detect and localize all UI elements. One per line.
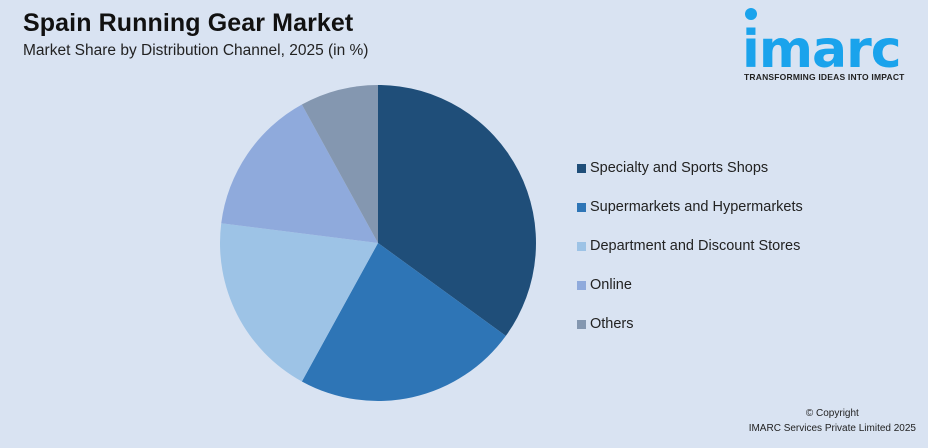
pie-slice <box>301 85 378 243</box>
logo-dot <box>745 8 757 20</box>
legend-label: Supermarkets and Hypermarkets <box>590 199 803 215</box>
legend-swatch <box>577 280 586 290</box>
chart-legend: Specialty and Sports Shops Supermarkets … <box>577 158 803 353</box>
legend-swatch <box>577 319 586 329</box>
logo-tagline: TRANSFORMING IDEAS INTO IMPACT <box>744 72 905 82</box>
pie-slice <box>220 223 378 382</box>
legend-item: Specialty and Sports Shops <box>577 158 803 178</box>
legend-item: Supermarkets and Hypermarkets <box>577 197 803 217</box>
imarc-logo: imarc TRANSFORMING IDEAS INTO IMPACT <box>742 6 922 86</box>
legend-swatch <box>577 163 586 173</box>
legend-label: Online <box>590 277 632 293</box>
copyright-notice: © Copyright IMARC Services Private Limit… <box>749 406 916 436</box>
chart-subtitle: Market Share by Distribution Channel, 20… <box>23 42 369 59</box>
legend-label: Specialty and Sports Shops <box>590 160 769 176</box>
legend-label: Others <box>590 316 634 332</box>
pie-slice <box>301 243 506 401</box>
chart-title: Spain Running Gear Market <box>23 9 354 37</box>
legend-item: Department and Discount Stores <box>577 236 803 256</box>
legend-item: Online <box>577 275 803 295</box>
legend-swatch <box>577 202 586 212</box>
pie-slice <box>378 85 536 336</box>
copyright-line: © Copyright <box>805 408 859 419</box>
copyright-owner: IMARC Services Private Limited 2025 <box>748 423 916 434</box>
logo-wordmark: imarc <box>742 20 902 80</box>
legend-swatch <box>577 241 586 251</box>
legend-label: Department and Discount Stores <box>590 238 801 254</box>
pie-slice <box>221 104 378 243</box>
legend-item: Others <box>577 314 803 334</box>
